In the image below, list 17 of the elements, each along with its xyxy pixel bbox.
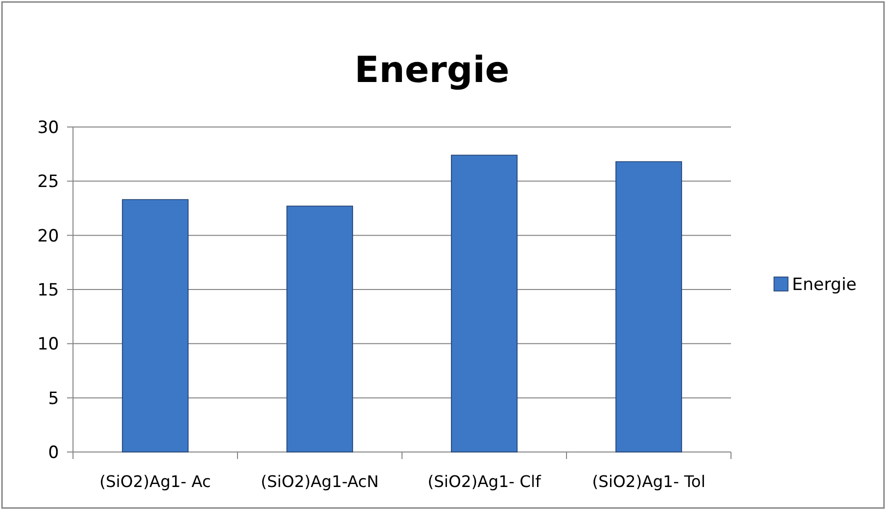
- y-tick-label: 0: [48, 442, 59, 463]
- y-tick-label: 15: [37, 280, 59, 300]
- y-tick-label: 25: [37, 172, 59, 192]
- x-tick-label: (SiO2)Ag1-AcN: [260, 472, 379, 491]
- bar: [286, 206, 354, 452]
- y-tick-label: 30: [37, 118, 59, 138]
- y-tick-label: 5: [48, 388, 59, 409]
- y-tick-label: 20: [37, 226, 59, 246]
- chart-title: Energie: [354, 50, 510, 91]
- x-tick-label: (SiO2)Ag1- Ac: [100, 472, 211, 491]
- bar: [615, 161, 682, 452]
- legend-label: Energie: [792, 274, 857, 295]
- x-tick-label: (SiO2)Ag1- Tol: [592, 472, 706, 491]
- x-tick-label: (SiO2)Ag1- Clf: [428, 472, 542, 491]
- bar: [450, 154, 518, 452]
- bar: [122, 199, 189, 452]
- y-tick-label: 10: [37, 334, 59, 355]
